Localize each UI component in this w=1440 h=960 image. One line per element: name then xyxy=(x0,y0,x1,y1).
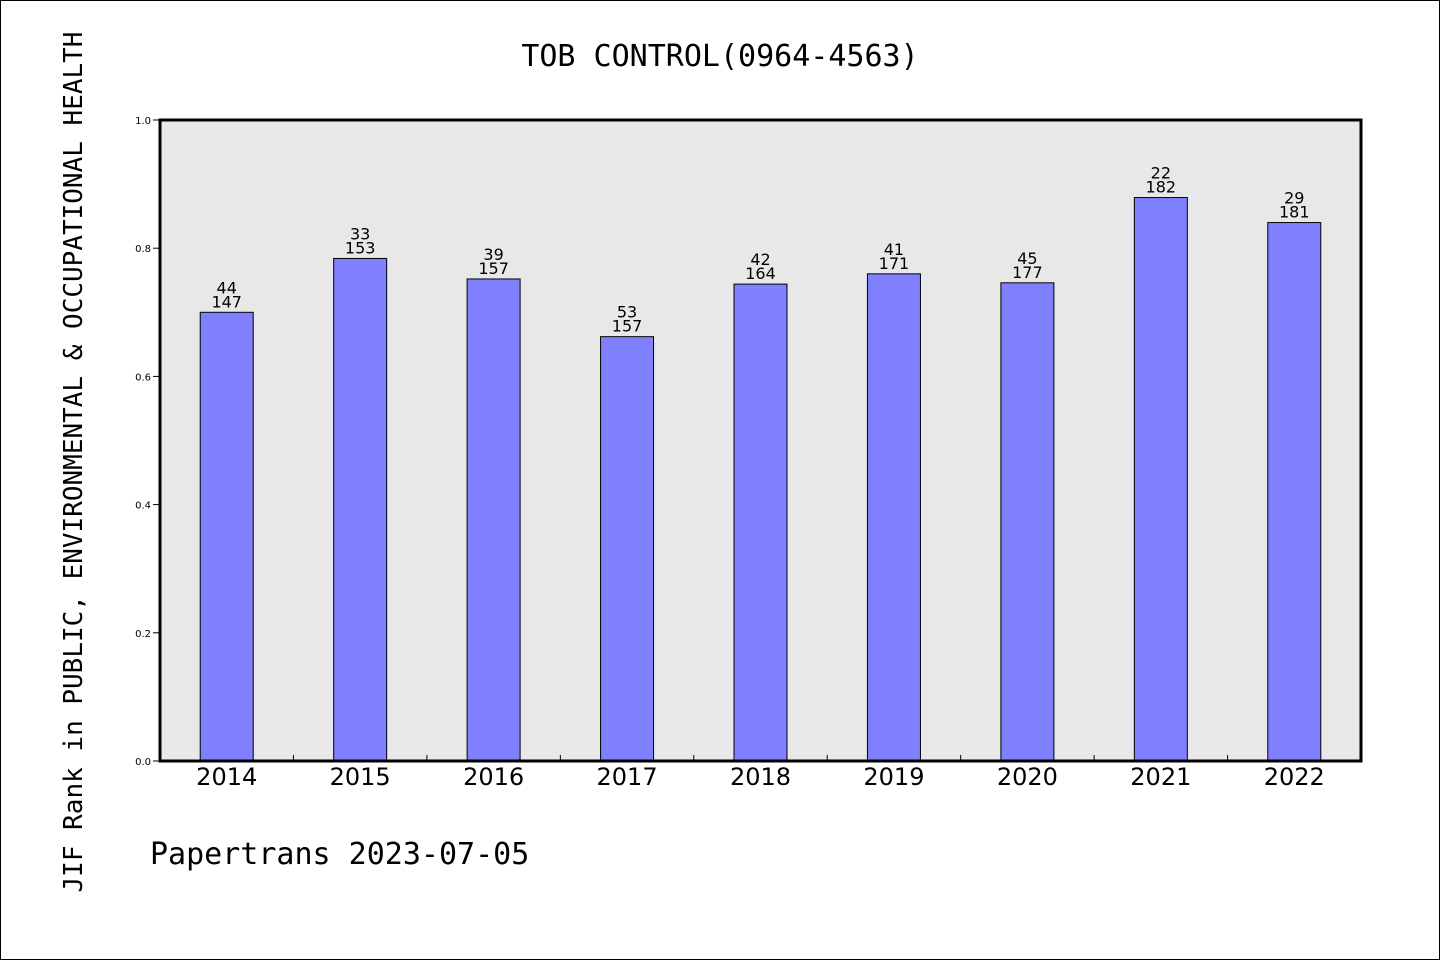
y-axis-label: JIF Rank in PUBLIC, ENVIRONMENTAL & OCCU… xyxy=(59,32,89,893)
bar-2016 xyxy=(466,278,521,762)
bar-2022 xyxy=(1267,222,1322,762)
x-tick-label: 2016 xyxy=(463,763,524,791)
bar-2015 xyxy=(333,257,388,762)
bar-total-label: 171 xyxy=(879,254,910,273)
x-tick-label: 2017 xyxy=(597,763,658,791)
bar-rank-label: 53 xyxy=(617,303,637,322)
x-tick-label: 2022 xyxy=(1264,763,1325,791)
x-tick-label: 2020 xyxy=(997,763,1058,791)
bar-total-label: 153 xyxy=(345,238,376,257)
bar-rank-label: 45 xyxy=(1017,249,1037,268)
bar-rank-label: 29 xyxy=(1284,189,1304,208)
y-tick-label: 0.8 xyxy=(135,244,151,255)
bar-rank-label: 44 xyxy=(217,278,237,297)
x-tick-label: 2014 xyxy=(196,763,257,791)
x-tick-label: 2019 xyxy=(863,763,924,791)
bar-2014 xyxy=(199,311,254,762)
chart-title: TOB CONTROL(0964-4563) xyxy=(521,39,918,74)
x-tick-label: 2018 xyxy=(730,763,791,791)
bar-total-label: 157 xyxy=(478,259,509,278)
bar-rank-label: 41 xyxy=(884,240,904,259)
bar-total-label: 181 xyxy=(1279,203,1310,222)
y-tick-label: 0.6 xyxy=(135,372,151,383)
bar-total-label: 164 xyxy=(745,264,776,283)
y-tick-label: 0.2 xyxy=(135,629,151,640)
plot-border xyxy=(158,118,1363,763)
bar-2017 xyxy=(600,336,655,762)
axes-group: 2014 2015 2016 2017 2018 2019 2020 2021 2022 0.0 0… xyxy=(135,116,1325,791)
y-tick-label: 1.0 xyxy=(135,116,151,127)
bar-total-label: 182 xyxy=(1146,178,1177,197)
bar-2021 xyxy=(1133,197,1188,762)
bar-rank-label: 33 xyxy=(350,224,370,243)
bar-rank-label: 22 xyxy=(1151,164,1171,183)
bar-2018 xyxy=(733,283,788,762)
footer-credit: Papertrans 2023-07-05 xyxy=(150,837,529,872)
bar-total-label: 157 xyxy=(612,317,643,336)
bar-rank-label: 39 xyxy=(483,245,503,264)
bar-2020 xyxy=(1000,282,1055,762)
bar-total-label: 177 xyxy=(1012,263,1043,282)
y-tick-label: 0.4 xyxy=(135,501,151,512)
bar-total-label: 147 xyxy=(211,292,242,311)
x-tick-label: 2021 xyxy=(1130,763,1191,791)
y-tick-label: 0.0 xyxy=(135,757,151,768)
x-tick-label: 2015 xyxy=(330,763,391,791)
bar-2019 xyxy=(866,273,921,762)
bar-rank-label: 42 xyxy=(750,250,770,269)
